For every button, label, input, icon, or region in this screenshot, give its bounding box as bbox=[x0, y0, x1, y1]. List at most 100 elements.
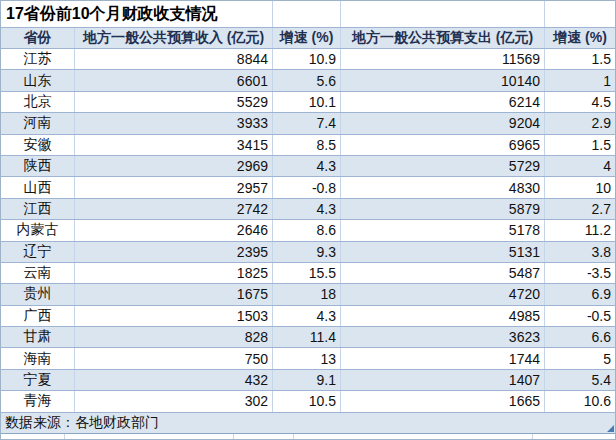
cell-revenue-growth: -0.8 bbox=[272, 177, 340, 197]
cell-revenue-growth: 9.1 bbox=[272, 370, 340, 390]
sheet-gridline bbox=[233, 434, 234, 439]
cell-province: 安徽 bbox=[1, 135, 74, 155]
table-row: 云南 1825 15.5 5487 -3.5 bbox=[1, 263, 615, 284]
cell-expenditure: 10140 bbox=[340, 70, 544, 90]
sheet-gridline bbox=[532, 434, 533, 439]
cell-revenue: 828 bbox=[74, 327, 272, 347]
cell-expenditure-growth: 3.8 bbox=[544, 242, 615, 262]
partial-row-strip bbox=[1, 434, 615, 439]
table-row: 江苏 8844 10.9 11569 1.5 bbox=[1, 49, 615, 70]
cell-province: 宁夏 bbox=[1, 370, 74, 390]
cell-province: 北京 bbox=[1, 92, 74, 112]
page-title: 17省份前10个月财政收支情况 bbox=[1, 1, 272, 27]
cell-expenditure: 4830 bbox=[340, 177, 544, 197]
cell-province: 辽宁 bbox=[1, 242, 74, 262]
cell-expenditure: 3623 bbox=[340, 327, 544, 347]
table-row: 广西 1503 4.3 4985 -0.5 bbox=[1, 306, 615, 327]
cell-revenue-growth: 4.3 bbox=[272, 199, 340, 219]
title-empty-cell bbox=[544, 1, 615, 27]
cell-expenditure-growth: 6.9 bbox=[544, 284, 615, 304]
cell-province: 甘肃 bbox=[1, 327, 74, 347]
cell-expenditure: 6965 bbox=[340, 135, 544, 155]
cell-expenditure: 5879 bbox=[340, 199, 544, 219]
table-row: 辽宁 2395 9.3 5131 3.8 bbox=[1, 242, 615, 263]
table-row: 北京 5529 10.1 6214 4.5 bbox=[1, 92, 615, 113]
cell-expenditure: 5729 bbox=[340, 156, 544, 176]
cell-province: 山东 bbox=[1, 70, 74, 90]
cell-province: 青海 bbox=[1, 391, 74, 411]
cell-province: 河南 bbox=[1, 113, 74, 133]
cell-expenditure-growth: 5.4 bbox=[544, 370, 615, 390]
cell-expenditure-growth: 6.6 bbox=[544, 327, 615, 347]
data-source-label: 数据来源：各地财政部门 bbox=[5, 414, 159, 432]
cell-revenue: 3415 bbox=[74, 135, 272, 155]
cell-expenditure: 1407 bbox=[340, 370, 544, 390]
cell-revenue-growth: 18 bbox=[272, 284, 340, 304]
cell-revenue-growth: 11.4 bbox=[272, 327, 340, 347]
table-row: 青海 302 10.5 1665 10.6 bbox=[1, 391, 615, 412]
cell-revenue: 2742 bbox=[74, 199, 272, 219]
cell-revenue: 8844 bbox=[74, 49, 272, 69]
table-row: 贵州 1675 18 4720 6.9 bbox=[1, 284, 615, 305]
cell-revenue-growth: 10.9 bbox=[272, 49, 340, 69]
cell-expenditure-growth: 5 bbox=[544, 348, 615, 368]
cell-revenue: 3933 bbox=[74, 113, 272, 133]
fiscal-data-table: 17省份前10个月财政收支情况 省份 地方一般公共预算收入 (亿元) 增速 (%… bbox=[0, 0, 616, 440]
cell-revenue-growth: 4.3 bbox=[272, 306, 340, 326]
cell-revenue: 2969 bbox=[74, 156, 272, 176]
cell-province: 海南 bbox=[1, 348, 74, 368]
fill-handle-triangle bbox=[607, 425, 614, 432]
cell-revenue: 2395 bbox=[74, 242, 272, 262]
header-cell-expenditure-growth: 增速 (%) bbox=[544, 28, 615, 48]
table-row: 陕西 2969 4.3 5729 4 bbox=[1, 156, 615, 177]
cell-revenue-growth: 10.5 bbox=[272, 391, 340, 411]
cell-province: 贵州 bbox=[1, 284, 74, 304]
cell-province: 广西 bbox=[1, 306, 74, 326]
table-row: 山东 6601 5.6 10140 1 bbox=[1, 70, 615, 91]
cell-revenue: 6601 bbox=[74, 70, 272, 90]
title-empty-cell bbox=[340, 1, 544, 27]
cell-revenue: 2957 bbox=[74, 177, 272, 197]
cell-revenue: 2646 bbox=[74, 220, 272, 240]
cell-revenue-growth: 7.4 bbox=[272, 113, 340, 133]
header-cell-province: 省份 bbox=[1, 28, 74, 48]
cell-expenditure: 5131 bbox=[340, 242, 544, 262]
cell-expenditure: 6214 bbox=[340, 92, 544, 112]
cell-expenditure: 9204 bbox=[340, 113, 544, 133]
cell-expenditure: 5487 bbox=[340, 263, 544, 283]
cell-expenditure-growth: 11.2 bbox=[544, 220, 615, 240]
cell-revenue: 5529 bbox=[74, 92, 272, 112]
table-row: 江西 2742 4.3 5879 2.7 bbox=[1, 199, 615, 220]
cell-revenue: 432 bbox=[74, 370, 272, 390]
table-header-row: 省份 地方一般公共预算收入 (亿元) 增速 (%) 地方一般公共预算支出 (亿元… bbox=[1, 28, 615, 49]
table-body: 江苏 8844 10.9 11569 1.5 山东 6601 5.6 10140… bbox=[1, 49, 615, 413]
cell-expenditure-growth: 10 bbox=[544, 177, 615, 197]
header-cell-expenditure: 地方一般公共预算支出 (亿元) bbox=[340, 28, 544, 48]
cell-province: 内蒙古 bbox=[1, 220, 74, 240]
cell-revenue-growth: 10.1 bbox=[272, 92, 340, 112]
cell-revenue: 302 bbox=[74, 391, 272, 411]
cell-expenditure: 1665 bbox=[340, 391, 544, 411]
sheet-gridline bbox=[64, 434, 65, 439]
cell-expenditure-growth: 1 bbox=[544, 70, 615, 90]
cell-province: 云南 bbox=[1, 263, 74, 283]
cell-expenditure-growth: 2.7 bbox=[544, 199, 615, 219]
cell-expenditure: 11569 bbox=[340, 49, 544, 69]
table-row: 安徽 3415 8.5 6965 1.5 bbox=[1, 135, 615, 156]
sheet-gridline bbox=[293, 434, 294, 439]
title-row: 17省份前10个月财政收支情况 bbox=[1, 1, 615, 28]
cell-revenue: 1675 bbox=[74, 284, 272, 304]
cell-expenditure: 4720 bbox=[340, 284, 544, 304]
cell-revenue: 1503 bbox=[74, 306, 272, 326]
cell-province: 山西 bbox=[1, 177, 74, 197]
table-row: 河南 3933 7.4 9204 2.9 bbox=[1, 113, 615, 134]
cell-province: 陕西 bbox=[1, 156, 74, 176]
cell-revenue: 1825 bbox=[74, 263, 272, 283]
cell-expenditure-growth: 10.6 bbox=[544, 391, 615, 411]
table-row: 山西 2957 -0.8 4830 10 bbox=[1, 177, 615, 198]
cell-revenue-growth: 9.3 bbox=[272, 242, 340, 262]
cell-expenditure: 1744 bbox=[340, 348, 544, 368]
cell-province: 江西 bbox=[1, 199, 74, 219]
cell-province: 江苏 bbox=[1, 49, 74, 69]
table-row: 内蒙古 2646 8.6 5178 11.2 bbox=[1, 220, 615, 241]
